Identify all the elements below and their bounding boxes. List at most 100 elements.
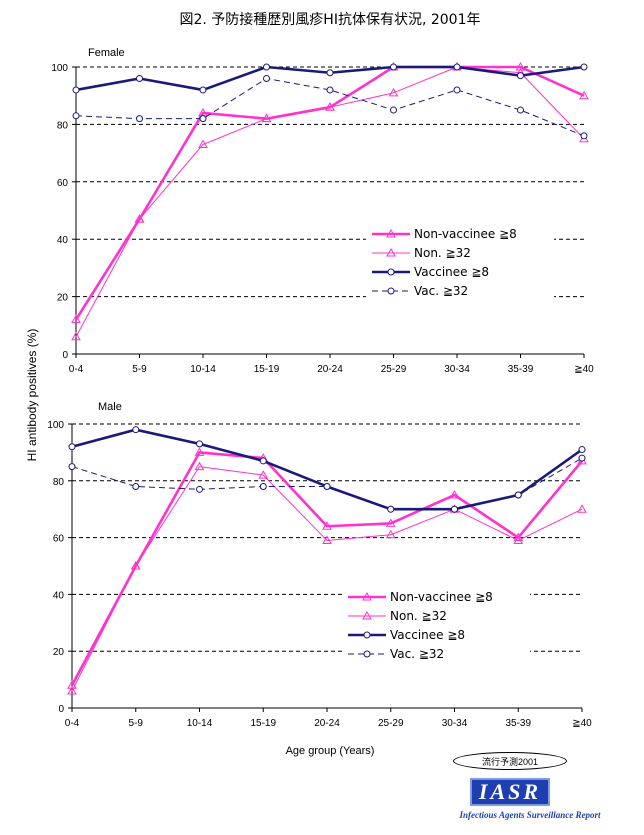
data-point <box>72 112 80 120</box>
data-point <box>196 440 203 448</box>
data-point <box>517 72 524 80</box>
data-point <box>67 685 77 695</box>
x-tick-label: 5-9 <box>132 364 147 375</box>
x-tick-label: 30-34 <box>444 364 470 375</box>
legend-marker <box>386 228 396 238</box>
legend-marker <box>387 268 395 276</box>
y-tick-label: 40 <box>57 235 69 246</box>
series-line <box>71 457 583 510</box>
data-point <box>390 63 397 71</box>
chart-panel-female: Female 0 20 40 60 80 100 0-4 5-9 10-14 15-19 20-24 2… <box>51 47 594 375</box>
y-axis-label: HI antibody positives (%) <box>25 329 39 462</box>
legend-marker <box>362 610 372 620</box>
y-tick-label: 40 <box>53 590 65 601</box>
data-point <box>136 74 143 82</box>
iasr-logo-subtitle: Infectious Agents Surveillance Report <box>459 810 601 820</box>
legend-label: Non. ≧32 <box>414 246 471 260</box>
legend-label: Non. ≧32 <box>390 609 447 623</box>
iasr-logo: IASR <box>470 778 550 806</box>
data-point <box>385 518 396 527</box>
data-point <box>514 491 522 499</box>
data-point <box>326 86 334 94</box>
legend-marker <box>363 650 371 658</box>
data-point <box>580 63 588 71</box>
y-tick-label: 60 <box>57 178 69 189</box>
series-line <box>71 466 583 692</box>
data-point <box>72 86 80 94</box>
data-point <box>263 63 270 71</box>
legend-label: Vaccinee ≧8 <box>390 628 465 642</box>
data-point <box>580 132 588 140</box>
x-tick-label: 30-34 <box>442 718 468 729</box>
data-point <box>323 482 331 490</box>
data-point <box>449 489 460 499</box>
series-line <box>75 77 585 137</box>
legend-marker <box>362 591 372 601</box>
data-point <box>199 115 207 123</box>
x-tick-label: 35-39 <box>505 718 531 729</box>
data-point <box>579 90 589 100</box>
y-tick-label: 20 <box>57 293 69 304</box>
y-tick-label: 60 <box>53 534 65 545</box>
legend-marker <box>363 631 371 639</box>
series-2 <box>72 63 588 94</box>
stamp-label: 流行予測2001 <box>453 752 567 770</box>
data-point <box>325 102 335 111</box>
data-point <box>71 331 81 341</box>
x-tick-label: ≧40 <box>574 364 594 375</box>
series-line <box>75 66 585 338</box>
chart-panels: Female 0 20 40 60 80 100 0-4 5-9 10-14 15-19 20-24 2… <box>47 47 594 729</box>
data-point <box>71 314 81 324</box>
data-point <box>326 69 334 77</box>
data-point <box>194 461 205 471</box>
chart-panel-male: Male 0 20 40 60 80 100 0-4 5-9 10-14 15-19 20-24 25-… <box>47 401 592 729</box>
data-point <box>134 214 145 223</box>
data-point <box>322 521 332 530</box>
data-point <box>130 560 141 570</box>
x-tick-label: 0-4 <box>65 718 80 729</box>
data-point <box>322 535 332 544</box>
data-point <box>196 485 203 493</box>
legend-label: Vac. ≧32 <box>390 647 444 661</box>
data-point <box>261 113 272 123</box>
data-point <box>513 535 524 544</box>
x-tick-label: 10-14 <box>190 364 216 375</box>
data-point <box>385 529 396 539</box>
x-tick-label: 10-14 <box>187 718 213 729</box>
y-tick-label: 80 <box>57 120 69 131</box>
series-3 <box>72 74 588 140</box>
x-tick-label: ≧40 <box>572 718 592 729</box>
data-point <box>136 115 143 123</box>
data-point <box>515 61 526 71</box>
data-point <box>263 74 270 82</box>
y-tick-label: 100 <box>51 63 68 74</box>
legend-label: Non-vaccinee ≧8 <box>390 590 493 604</box>
data-point <box>132 482 140 490</box>
panel-label: Male <box>98 401 122 413</box>
x-tick-label: 0-4 <box>69 364 84 375</box>
legend-label: Vaccinee ≧8 <box>414 265 489 279</box>
series-line <box>71 428 583 511</box>
y-tick-label: 80 <box>53 477 65 488</box>
legend-box <box>366 224 554 302</box>
series-line <box>70 451 583 686</box>
data-point <box>390 106 397 114</box>
legend-label: Non-vaccinee ≧8 <box>414 227 517 241</box>
data-point <box>388 87 399 97</box>
series-3 <box>68 454 586 513</box>
legend-marker <box>387 287 395 295</box>
data-point <box>453 86 461 94</box>
x-tick-label: 15-19 <box>250 718 276 729</box>
y-tick-label: 20 <box>53 647 65 658</box>
data-point <box>68 463 76 471</box>
y-tick-label: 100 <box>47 420 64 431</box>
x-tick-label: 25-29 <box>381 364 407 375</box>
x-tick-label: 15-19 <box>254 364 280 375</box>
panel-label: Female <box>88 47 125 59</box>
data-point <box>453 63 461 71</box>
data-point <box>67 680 77 689</box>
data-point <box>259 482 267 490</box>
data-point <box>194 447 205 456</box>
data-point <box>258 470 269 479</box>
data-point <box>259 457 267 465</box>
